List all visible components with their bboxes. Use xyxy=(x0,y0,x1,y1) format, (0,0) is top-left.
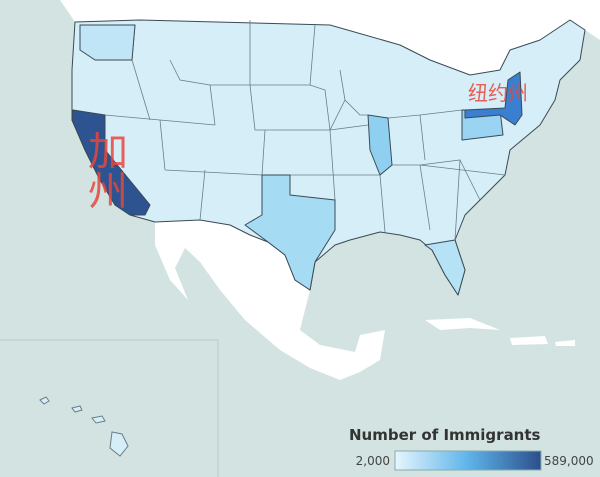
legend-title: Number of Immigrants xyxy=(349,426,541,444)
washington xyxy=(79,24,136,61)
california xyxy=(71,109,151,216)
canada xyxy=(0,0,600,75)
annotation: 纽约州 xyxy=(468,81,528,105)
legend-min: 2,000 xyxy=(356,454,390,468)
caribbean xyxy=(425,318,575,346)
new-york xyxy=(464,71,523,126)
texas xyxy=(244,174,336,291)
mexico xyxy=(155,220,385,380)
inset-frame xyxy=(0,339,219,477)
legend-scale xyxy=(394,450,542,471)
hawaii xyxy=(39,396,129,457)
florida xyxy=(424,239,466,296)
illinois xyxy=(367,114,393,176)
annotation: 加州 xyxy=(81,130,127,210)
legend-max: 589,000 xyxy=(544,454,594,468)
